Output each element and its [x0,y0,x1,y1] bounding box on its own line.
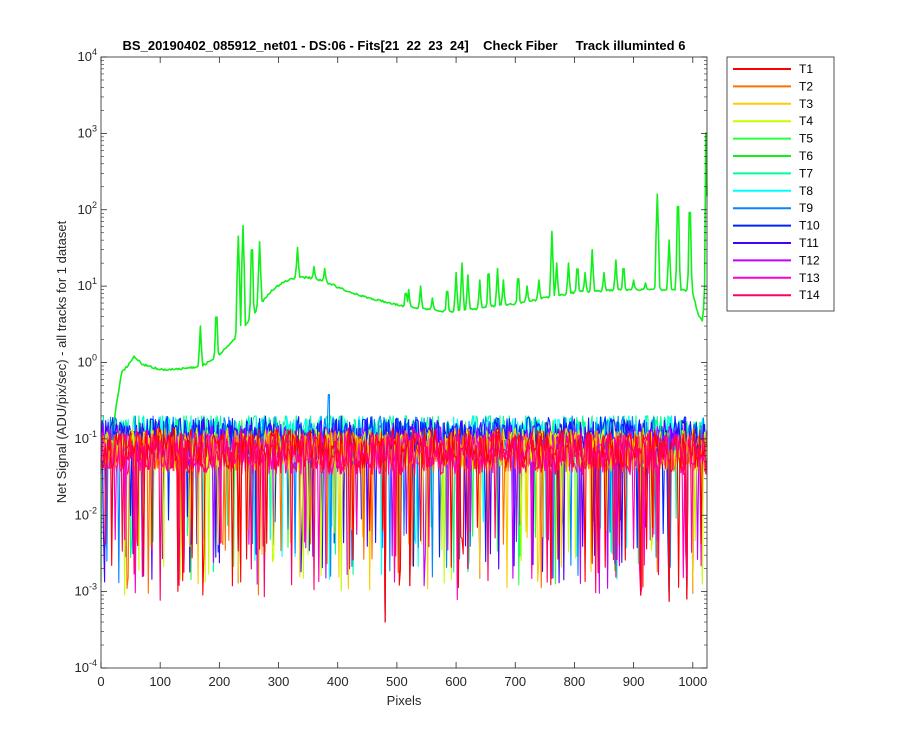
series-layer [100,132,708,623]
legend-item-t3: T3 [733,97,813,111]
x-tick-label: 900 [623,674,645,689]
legend-label: T14 [799,288,820,302]
y-tick-label: 100 [78,353,97,370]
legend-item-t11: T11 [733,236,819,250]
legend-item-t5: T5 [733,132,813,146]
legend-label: T2 [799,79,813,93]
legend-item-t7: T7 [733,166,813,180]
legend-item-t13: T13 [733,271,820,285]
legend-item-t12: T12 [733,253,820,267]
plot-area: 0 100 200 300 400 500 600 700 800 900 1000 10-410-… [75,47,708,689]
y-tick-label: 10-2 [75,505,97,522]
legend-item-t4: T4 [733,114,813,128]
legend-label: T13 [799,271,820,285]
x-tick-label: 800 [564,674,586,689]
x-tick-label: 1000 [678,674,707,689]
legend-label: T8 [799,184,813,198]
legend-label: T11 [799,236,819,250]
x-tick-label: 600 [445,674,467,689]
legend-label: T7 [799,166,813,180]
y-tick-label: 102 [78,200,97,217]
legend-label: T4 [799,114,813,128]
y-tick-label: 10-1 [75,429,97,446]
legend-item-t2: T2 [733,79,813,93]
legend-item-t8: T8 [733,184,813,198]
legend-item-t10: T10 [733,219,820,233]
y-tick-label: 103 [78,123,97,140]
x-tick-label: 700 [504,674,526,689]
series-line-t1 [100,427,707,623]
legend-label: T5 [799,132,813,146]
legend-label: T6 [799,149,813,163]
x-tick-label: 0 [97,674,104,689]
legend: T1 T2 T3 T4 T5 T6 T7 T8 T9 T10 T11 T12 T13 T14 [726,56,835,312]
legend-item-t1: T1 [733,62,813,76]
legend-item-t6: T6 [733,149,813,163]
chart-title: BS_20190402_085912_net01 - DS:06 - Fits[… [123,38,686,53]
y-tick-label: 10-4 [75,658,97,675]
x-axis-label: Pixels [387,693,422,708]
legend-label: T3 [799,97,813,111]
legend-label: T1 [799,62,813,76]
x-axis-ticks: 0 100 200 300 400 500 600 700 800 900 1000 [97,57,707,689]
legend-items: T1 T2 T3 T4 T5 T6 T7 T8 T9 T10 T11 T12 T13 T14 [733,62,820,302]
y-tick-label: 10-3 [75,582,97,599]
y-tick-label: 104 [78,47,97,64]
y-tick-label: 101 [78,276,97,293]
x-tick-label: 300 [268,674,290,689]
legend-label: T9 [799,201,813,215]
x-tick-label: 400 [327,674,349,689]
legend-item-t14: T14 [733,288,820,302]
y-axis-label: Net Signal (ADU/pix/sec) - all tracks fo… [54,220,69,503]
legend-label: T12 [799,253,820,267]
legend-label: T10 [799,219,820,233]
y-axis-ticks: 10-4 10-3 10-2 10-1 100 101 102 103 104 [75,47,707,675]
x-tick-label: 100 [149,674,171,689]
series-line-t6 [100,132,708,458]
legend-item-t9: T9 [733,201,813,215]
x-tick-label: 200 [209,674,231,689]
x-tick-label: 500 [386,674,408,689]
series-line-t14 [100,432,708,601]
legend-box [726,56,835,312]
